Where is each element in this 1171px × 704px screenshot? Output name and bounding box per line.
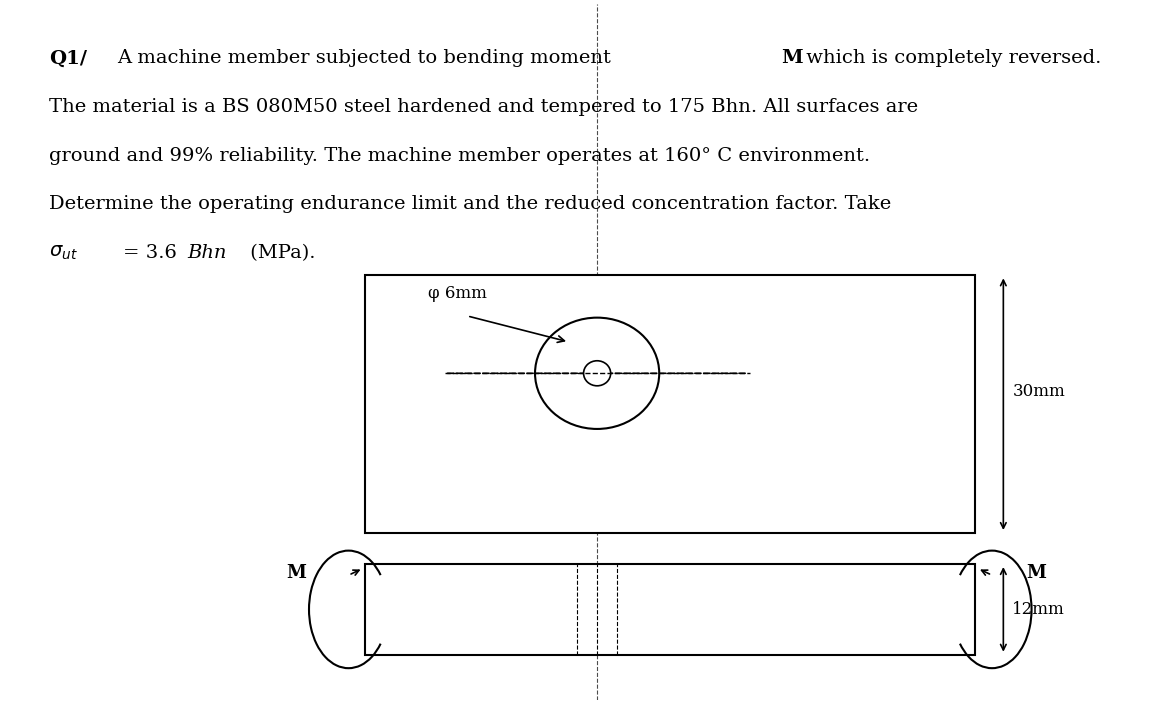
Text: $\sigma_{ut}$: $\sigma_{ut}$ (49, 244, 78, 263)
Ellipse shape (535, 318, 659, 429)
Text: A machine member subjected to bending moment: A machine member subjected to bending mo… (117, 49, 617, 68)
Text: M: M (287, 564, 307, 582)
Text: 30mm: 30mm (1013, 383, 1066, 400)
Text: Bhn: Bhn (187, 244, 226, 262)
Text: φ 6mm: φ 6mm (427, 285, 486, 302)
Text: 12mm: 12mm (1013, 601, 1066, 618)
Text: Q1/: Q1/ (49, 49, 88, 68)
Text: which is completely reversed.: which is completely reversed. (800, 49, 1102, 68)
Bar (365, 564, 975, 655)
Text: ground and 99% reliability. The machine member operates at 160° C environment.: ground and 99% reliability. The machine … (49, 146, 870, 165)
Text: M: M (781, 49, 802, 68)
Ellipse shape (583, 360, 610, 386)
Bar (365, 275, 975, 533)
Text: Determine the operating endurance limit and the reduced concentration factor. Ta: Determine the operating endurance limit … (49, 196, 891, 213)
Text: The material is a BS 080M50 steel hardened and tempered to 175 Bhn. All surfaces: The material is a BS 080M50 steel harden… (49, 98, 918, 116)
Text: = 3.6: = 3.6 (123, 244, 183, 262)
Text: (MPa).: (MPa). (244, 244, 315, 262)
Text: M: M (1026, 564, 1046, 582)
